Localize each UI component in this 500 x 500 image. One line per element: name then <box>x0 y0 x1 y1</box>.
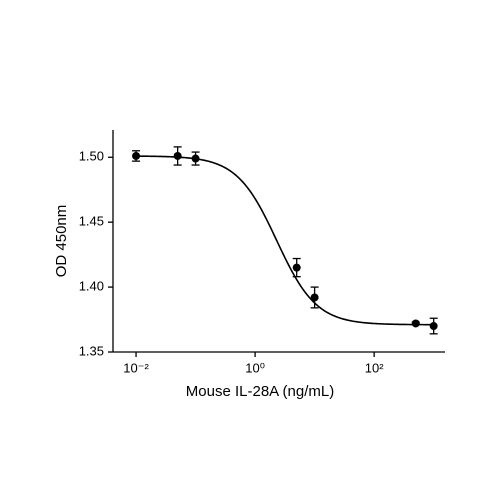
x-tick-label: 10² <box>365 360 384 375</box>
data-point <box>310 293 319 302</box>
y-tick-label: 1.40 <box>79 279 104 294</box>
data-point <box>411 319 420 328</box>
y-tick-label: 1.35 <box>79 343 104 358</box>
data-point <box>173 151 182 160</box>
data-point <box>191 154 200 163</box>
y-axis-label: OD 450nm <box>53 205 70 278</box>
data-point <box>132 151 141 160</box>
data-point <box>429 322 438 331</box>
data-point <box>292 263 301 272</box>
x-tick-label: 10⁻² <box>123 360 149 375</box>
y-tick-label: 1.50 <box>79 149 104 164</box>
y-tick-label: 1.45 <box>79 214 104 229</box>
fit-curve <box>136 155 434 326</box>
x-tick-label: 10⁰ <box>245 360 265 375</box>
x-axis-label: Mouse IL-28A (ng/mL) <box>186 383 334 400</box>
